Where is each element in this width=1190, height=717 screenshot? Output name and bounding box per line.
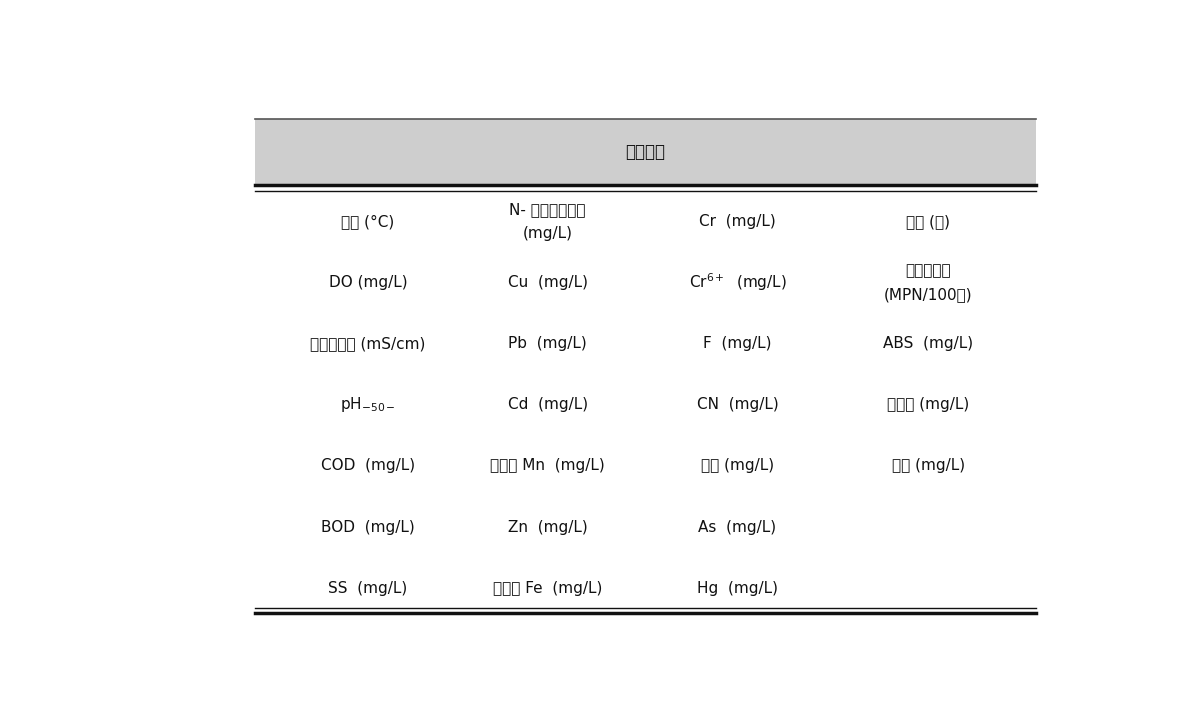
Text: pH$_{-50-}$: pH$_{-50-}$ — [340, 395, 396, 414]
Text: 총질소 (mg/L): 총질소 (mg/L) — [887, 397, 970, 412]
Text: SS  (mg/L): SS (mg/L) — [328, 581, 408, 596]
Text: ABS  (mg/L): ABS (mg/L) — [883, 336, 973, 351]
Text: Zn  (mg/L): Zn (mg/L) — [508, 520, 588, 535]
Text: CN  (mg/L): CN (mg/L) — [696, 397, 778, 412]
Bar — [255, 119, 1036, 186]
Text: Cr$^{6+}$  (mg/L): Cr$^{6+}$ (mg/L) — [689, 272, 787, 293]
Text: 용해성 Mn  (mg/L): 용해성 Mn (mg/L) — [490, 458, 605, 473]
Text: 검사항목: 검사항목 — [626, 143, 665, 161]
Text: N- 헥산추출물질: N- 헥산추출물질 — [509, 201, 585, 217]
Text: As  (mg/L): As (mg/L) — [699, 520, 777, 535]
Text: F  (mg/L): F (mg/L) — [703, 336, 772, 351]
Text: (MPN/100㎏): (MPN/100㎏) — [884, 288, 972, 303]
Text: 대장균군수: 대장균군수 — [906, 263, 951, 278]
Text: BOD  (mg/L): BOD (mg/L) — [321, 520, 415, 535]
Text: (mg/L): (mg/L) — [522, 227, 572, 241]
Text: 페놀 (mg/L): 페놀 (mg/L) — [701, 458, 775, 473]
Text: Cd  (mg/L): Cd (mg/L) — [508, 397, 588, 412]
Text: COD  (mg/L): COD (mg/L) — [321, 458, 415, 473]
Text: 색도 (도): 색도 (도) — [906, 214, 950, 229]
Text: Cr  (mg/L): Cr (mg/L) — [700, 214, 776, 229]
Text: Pb  (mg/L): Pb (mg/L) — [508, 336, 587, 351]
Text: Hg  (mg/L): Hg (mg/L) — [697, 581, 778, 596]
Bar — [255, 186, 1036, 613]
Text: 수온 (°C): 수온 (°C) — [342, 214, 395, 229]
Text: 총인 (mg/L): 총인 (mg/L) — [891, 458, 965, 473]
Text: Cu  (mg/L): Cu (mg/L) — [508, 275, 588, 290]
Text: 전기전도도 (mS/cm): 전기전도도 (mS/cm) — [311, 336, 426, 351]
Text: DO (mg/L): DO (mg/L) — [328, 275, 407, 290]
Text: 용해성 Fe  (mg/L): 용해성 Fe (mg/L) — [493, 581, 602, 596]
